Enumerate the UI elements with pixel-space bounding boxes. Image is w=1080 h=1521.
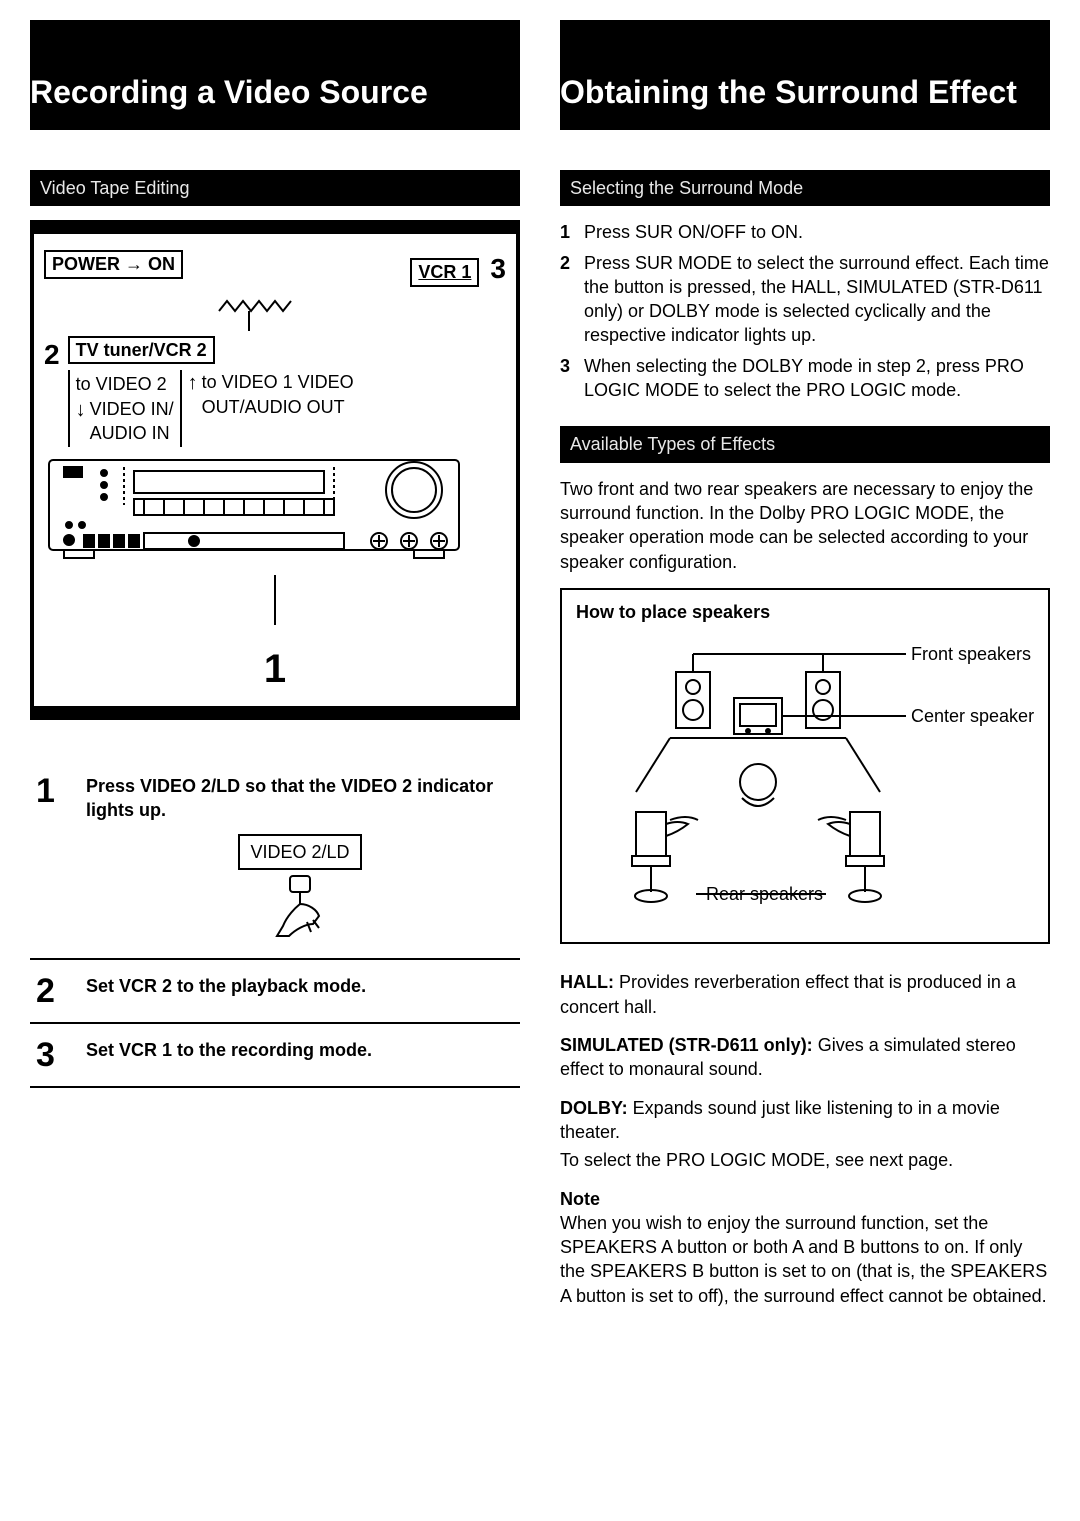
left-title: Recording a Video Source — [30, 20, 520, 130]
receiver-icon — [44, 455, 464, 565]
connection-diagram: POWER → ON VCR 1 3 2 TV tuner/VCR 2 — [30, 220, 520, 719]
avail-intro: Two front and two rear speakers are nece… — [560, 477, 1050, 574]
step-num: 3 — [36, 1038, 70, 1072]
step-num: 3 — [560, 354, 576, 403]
step-num: 1 — [560, 220, 576, 244]
video2ld-button-label: VIDEO 2/LD — [238, 834, 361, 870]
to-video2-label: to VIDEO 2 — [76, 372, 174, 396]
diagram-bottom-num: 1 — [44, 642, 506, 696]
step-text: Press SUR ON/OFF to ON. — [584, 220, 803, 244]
section-selecting-surround-mode: Selecting the Surround Mode — [560, 170, 1050, 206]
def-dolby: DOLBY: Expands sound just like listening… — [560, 1096, 1050, 1145]
note-heading: Note — [560, 1187, 1050, 1211]
step-text: Set VCR 1 to the recording mode. — [86, 1038, 372, 1062]
tv-tuner-label: TV tuner/VCR 2 — [68, 336, 215, 364]
step-text: When selecting the DOLBY mode in step 2,… — [584, 354, 1050, 403]
right-title-text: Obtaining the Surround Effect — [560, 71, 1017, 114]
right-title: Obtaining the Surround Effect — [560, 20, 1050, 130]
tv-tuner-num: 2 — [44, 336, 60, 374]
section-video-tape-editing: Video Tape Editing — [30, 170, 520, 206]
step-text: Press SUR MODE to select the surround ef… — [584, 251, 1050, 348]
press-hand-icon — [265, 874, 335, 944]
speaker-box-title: How to place speakers — [576, 600, 1034, 624]
surround-mode-steps: 1 Press SUR ON/OFF to ON. 2 Press SUR MO… — [560, 220, 1050, 402]
def-simulated: SIMULATED (STR-D611 only): Gives a simul… — [560, 1033, 1050, 1082]
pointer-line-icon — [245, 575, 305, 635]
power-on-label: POWER → ON — [44, 250, 183, 278]
vcr1-num: 3 — [490, 253, 506, 284]
diagram-bottom-pointer: 1 — [44, 575, 506, 695]
vcr1-label: VCR 1 — [410, 258, 479, 286]
step-text: Press VIDEO 2/LD so that the VIDEO 2 ind… — [86, 774, 514, 823]
def-term: DOLBY: — [560, 1098, 628, 1118]
step-num: 1 — [36, 774, 70, 808]
center-speaker-label: Center speaker — [911, 706, 1034, 726]
list-item: 1 Press SUR ON/OFF to ON. — [560, 220, 1050, 244]
front-speakers-label: Front speakers — [911, 644, 1031, 664]
list-item: 3 When selecting the DOLBY mode in step … — [560, 354, 1050, 403]
step-block-1: 1 Press VIDEO 2/LD so that the VIDEO 2 i… — [30, 760, 520, 961]
to-video1-label: to VIDEO 1 VIDEO — [202, 370, 354, 394]
down-arrow-icon: ↓ — [76, 397, 86, 424]
step-num: 2 — [36, 974, 70, 1008]
list-item: 2 Press SUR MODE to select the surround … — [560, 251, 1050, 348]
video-in-label: VIDEO IN/ — [90, 397, 174, 421]
out-audio-out-label: OUT/AUDIO OUT — [202, 395, 354, 419]
dolby-extra: To select the PRO LOGIC MODE, see next p… — [560, 1148, 1050, 1172]
step-num: 2 — [560, 251, 576, 348]
rear-speakers-label: Rear speakers — [706, 884, 823, 904]
def-text: Provides reverberation effect that is pr… — [560, 972, 1016, 1016]
step-block-2: 2 Set VCR 2 to the playback mode. — [30, 960, 520, 1024]
def-term: SIMULATED (STR-D611 only): — [560, 1035, 813, 1055]
antenna-icon — [44, 296, 464, 336]
up-arrow-icon: ↑ — [188, 370, 198, 397]
step-block-3: 3 Set VCR 1 to the recording mode. — [30, 1024, 520, 1088]
step-text: Set VCR 2 to the playback mode. — [86, 974, 366, 998]
vcr1-group: VCR 1 3 — [410, 250, 506, 288]
def-hall: HALL: Provides reverberation effect that… — [560, 970, 1050, 1019]
audio-in-label: AUDIO IN — [90, 421, 174, 445]
section-available-types: Available Types of Effects — [560, 426, 1050, 462]
def-term: HALL: — [560, 972, 614, 992]
left-title-text: Recording a Video Source — [30, 71, 428, 114]
speaker-placement-diagram: Front speakers Center speaker Rear speak… — [576, 632, 1036, 922]
note-body: When you wish to enjoy the surround func… — [560, 1211, 1050, 1308]
speaker-placement-box: How to place speakers — [560, 588, 1050, 945]
